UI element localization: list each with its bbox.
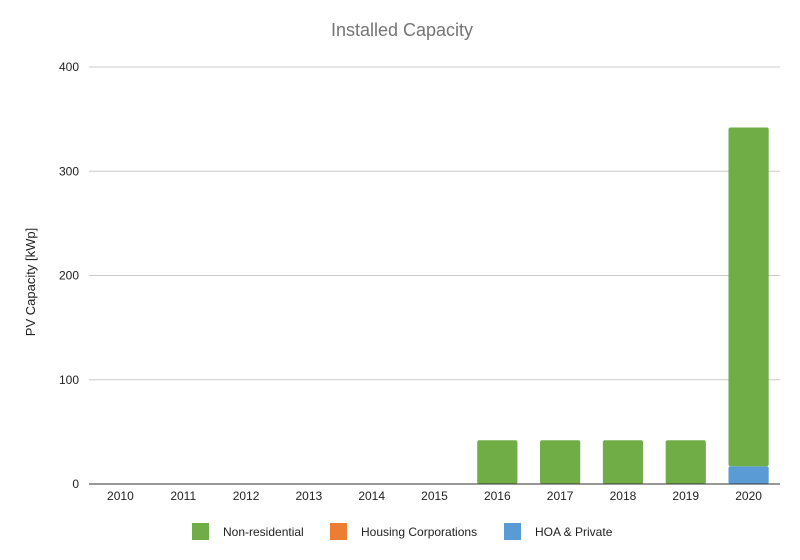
x-tick-label: 2011 <box>170 489 196 503</box>
x-tick-label: 2016 <box>484 489 511 503</box>
x-tick-label: 2010 <box>107 489 134 503</box>
gridlines <box>89 66 780 381</box>
x-tick-label: 2019 <box>672 489 699 503</box>
bar-hoa-private-2020 <box>728 466 769 484</box>
x-tick-label: 2015 <box>421 489 448 503</box>
x-axis-ticks: 2010 2011 2012 2013 2014 2015 2016 2017 2018 2019… <box>107 489 762 503</box>
bar-non-residential-2018 <box>602 440 644 484</box>
legend-label-non-residential: Non-residential <box>223 525 304 539</box>
y-tick-label: 400 <box>59 60 79 74</box>
bar-non-residential-2020 <box>728 127 769 467</box>
x-tick-label: 2014 <box>358 489 385 503</box>
bar-non-residential-2017 <box>540 440 581 484</box>
bar-non-residential-2016 <box>477 440 518 484</box>
bar-non-residential-2019 <box>665 440 706 484</box>
x-tick-label: 2020 <box>735 489 762 503</box>
legend-label-housing-corporations: Housing Corporations <box>361 525 477 539</box>
legend-label-hoa-private: HOA & Private <box>535 525 613 539</box>
y-axis-title: PV Capacity [kWp] <box>23 228 38 336</box>
legend-swatch-non-residential <box>192 523 209 540</box>
legend-swatch-hoa-private <box>504 523 521 540</box>
x-tick-label: 2013 <box>296 489 323 503</box>
x-tick-label: 2012 <box>233 489 260 503</box>
y-tick-label: 0 <box>72 477 79 491</box>
y-tick-label: 200 <box>59 269 79 283</box>
x-tick-label: 2017 <box>547 489 574 503</box>
legend-swatch-housing-corporations <box>330 523 347 540</box>
bars <box>89 127 780 485</box>
y-tick-label: 100 <box>59 373 79 387</box>
y-axis-ticks: 0 100 200 300 400 <box>59 60 79 491</box>
y-tick-label: 300 <box>59 164 79 178</box>
x-tick-label: 2018 <box>610 489 637 503</box>
chart-title: Installed Capacity <box>331 20 473 40</box>
legend: Non-residential Housing Corporations HOA &… <box>192 523 613 540</box>
